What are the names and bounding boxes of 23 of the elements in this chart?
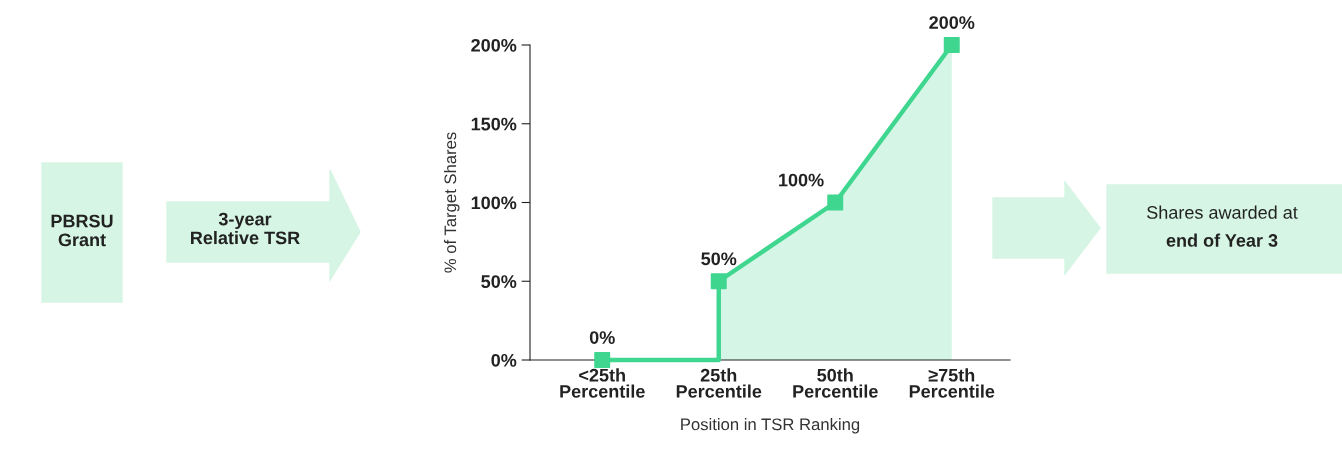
x-tick-label: 25th Percentile (676, 368, 762, 398)
y-tick-label: 0% (491, 353, 517, 367)
point (594, 352, 611, 368)
y-axis-title: % of Target Shares (443, 132, 460, 273)
point (710, 273, 727, 290)
data-label: 50% (701, 252, 737, 266)
x-axis-title: Position in TSR Ranking (681, 418, 860, 434)
y-tick-label: 100% (471, 196, 517, 210)
point (827, 194, 844, 211)
point (943, 37, 960, 53)
y-tick-label: 200% (471, 38, 517, 52)
data-label: 100% (779, 173, 824, 187)
x-tick-label: ≥75th Percentile (909, 368, 995, 398)
x-tick-label: 50th Percentile (793, 368, 878, 398)
y-tick-label: 50% (481, 275, 517, 288)
x-tick-label: <25th Percentile (560, 368, 645, 398)
text: 3-year Relative TSR (191, 212, 300, 245)
text: end of Year 3 (1166, 233, 1278, 247)
data-label: 0% (589, 331, 615, 344)
text: Shares awarded at (1147, 205, 1298, 219)
y-tick-label: 150% (471, 117, 517, 131)
data-label: 200% (929, 16, 975, 29)
text: PBRSU Grant (51, 214, 113, 247)
